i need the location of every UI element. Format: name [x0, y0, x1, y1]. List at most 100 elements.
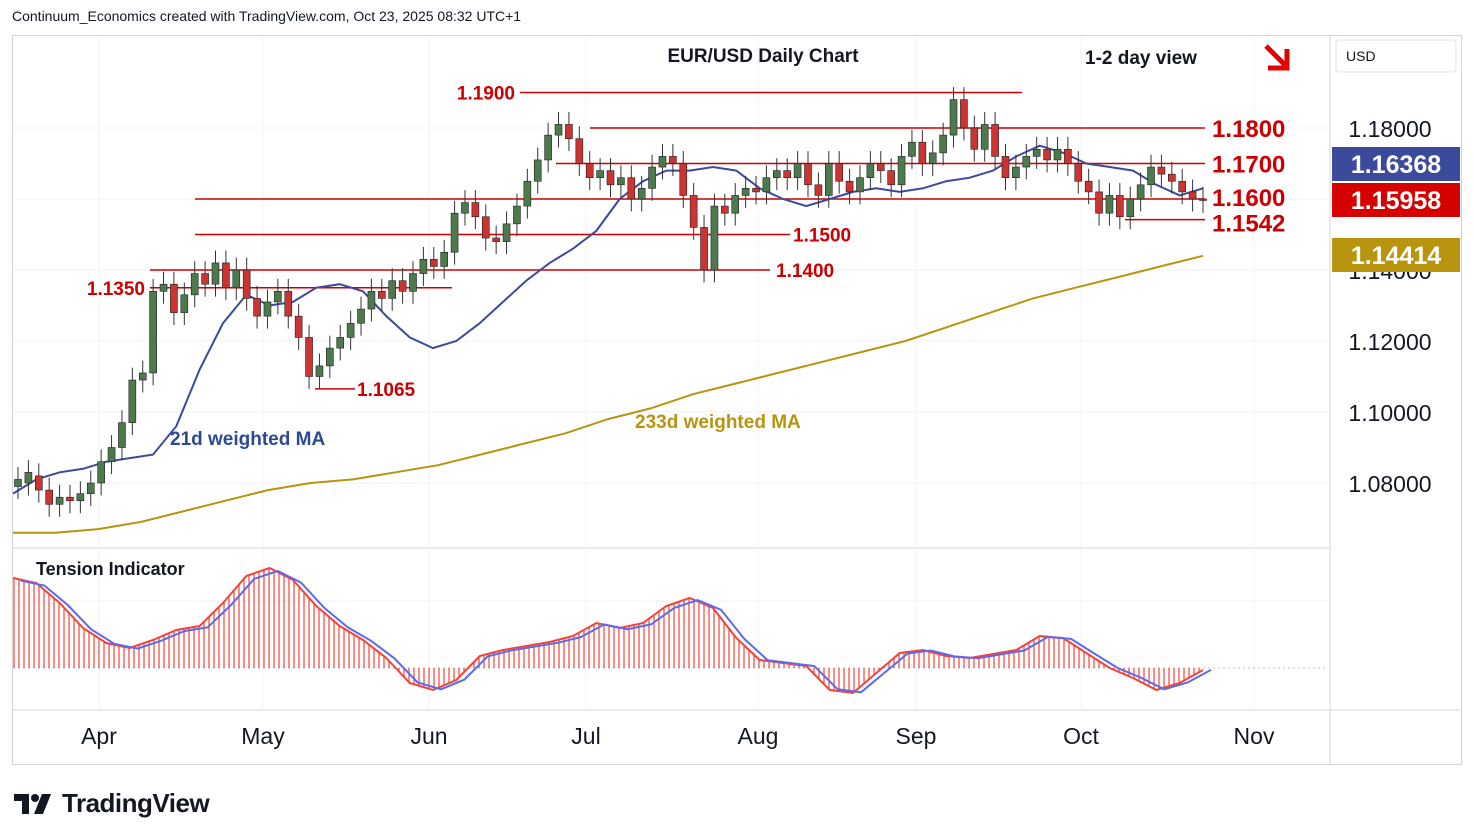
candle-body: [481, 216, 490, 239]
candle-body: [492, 237, 500, 242]
candle-body: [398, 280, 407, 292]
candle-body: [222, 262, 230, 289]
candle-body: [138, 372, 147, 381]
candle-body: [97, 461, 105, 484]
candle-body: [263, 301, 272, 317]
level-label: 1.1800: [1212, 116, 1285, 143]
candle-body: [1001, 156, 1010, 178]
candle-body: [159, 283, 168, 292]
x-tick-label: Sep: [896, 723, 937, 749]
candle-body: [565, 124, 573, 139]
candle-body: [315, 365, 324, 377]
y-tick-label: 1.12000: [1348, 329, 1431, 355]
candle-body: [1147, 166, 1155, 186]
candle-body: [242, 269, 251, 299]
arrow-down-right-icon: [1264, 44, 1290, 71]
ma233-annotation: 233d weighted MA: [635, 412, 801, 433]
candle-body: [284, 290, 293, 317]
ma233-line: [13, 254, 1204, 534]
candle-body: [201, 273, 209, 285]
candle-body: [991, 124, 999, 157]
candle-body: [721, 205, 729, 214]
candle-body: [876, 163, 885, 171]
candle-body: [804, 163, 812, 186]
candle-body: [1053, 149, 1062, 161]
level-label: 1.1500: [793, 226, 851, 247]
candle-body: [710, 205, 719, 271]
candle-body: [731, 195, 740, 214]
candle-body: [689, 195, 698, 228]
grid-lines: [13, 36, 1460, 764]
candle-body: [669, 156, 677, 164]
candle-body: [107, 447, 116, 462]
candle-body: [835, 163, 843, 182]
x-tick-label: Oct: [1063, 723, 1099, 749]
candle-body: [606, 170, 615, 186]
tension-indicator-title: Tension Indicator: [36, 559, 185, 579]
candle-body: [939, 134, 947, 154]
arrow-shaft: [1264, 44, 1287, 67]
chart-texts: EUR/USD Daily Chart 1-2 day view 21d weigh…: [170, 44, 1290, 450]
level-label: 1.1065: [357, 380, 416, 401]
candle-body: [388, 280, 397, 299]
tension-indicator: Tension Indicator: [12, 559, 1328, 695]
candle-body: [980, 124, 989, 150]
level-label: 1.1600: [1212, 185, 1285, 212]
arrow-head: [1268, 49, 1290, 71]
level-label: 1.1350: [87, 279, 145, 300]
candle-body: [440, 251, 448, 267]
candle-body: [793, 163, 802, 178]
candle-body: [14, 479, 22, 487]
candle-body: [533, 159, 542, 182]
candle-body: [1168, 173, 1176, 182]
candle-body: [409, 273, 417, 292]
candle-body: [845, 180, 854, 193]
x-tick-label: May: [241, 723, 285, 749]
candle-body: [429, 259, 438, 267]
candle-body: [585, 163, 594, 178]
candle-body: [908, 141, 916, 157]
x-tick-label: Jun: [410, 723, 447, 749]
candle-body: [679, 163, 688, 196]
candle-body: [897, 156, 906, 186]
chart-title: EUR/USD Daily Chart: [667, 46, 859, 67]
candle-body: [1095, 191, 1103, 214]
candle-body: [554, 124, 563, 136]
candle-body: [305, 337, 313, 377]
candle-body: [118, 422, 126, 448]
x-tick-label: Nov: [1234, 723, 1275, 749]
price-badge-label: 1.14414: [1351, 242, 1441, 270]
chart-frame: [12, 35, 1462, 765]
price-badge-label: 1.16368: [1351, 151, 1441, 179]
candle-body: [918, 141, 927, 164]
candle-body: [856, 177, 864, 193]
ma233-path: [13, 254, 1204, 534]
x-tick-label: Apr: [81, 723, 117, 749]
candle-body: [866, 163, 875, 178]
candle-body: [367, 290, 376, 310]
candle-body: [190, 273, 199, 296]
candle-body: [1105, 195, 1114, 214]
candle-body: [617, 177, 625, 186]
candle-body: [575, 138, 584, 164]
candle-body: [824, 163, 833, 196]
tradingview-logo-icon: [14, 793, 51, 814]
candle-body: [149, 290, 157, 374]
candle-body: [658, 156, 667, 168]
candle-body: [773, 170, 781, 179]
candle-body: [45, 489, 53, 505]
price-badge: [1332, 183, 1460, 217]
candle-body: [274, 290, 282, 303]
candle-body: [1012, 166, 1020, 179]
candle-body: [928, 152, 937, 164]
x-tick-label: Jul: [571, 723, 600, 749]
candle-body: [596, 170, 604, 179]
candle-body: [55, 496, 64, 505]
candle-body: [24, 472, 33, 484]
candle-body: [752, 188, 760, 193]
tradingview-logo[interactable]: TradingView: [14, 788, 210, 819]
price-badge-label: 1.15958: [1351, 187, 1441, 215]
candle-body: [86, 482, 95, 494]
y-tick-label: 1.08000: [1348, 471, 1431, 497]
